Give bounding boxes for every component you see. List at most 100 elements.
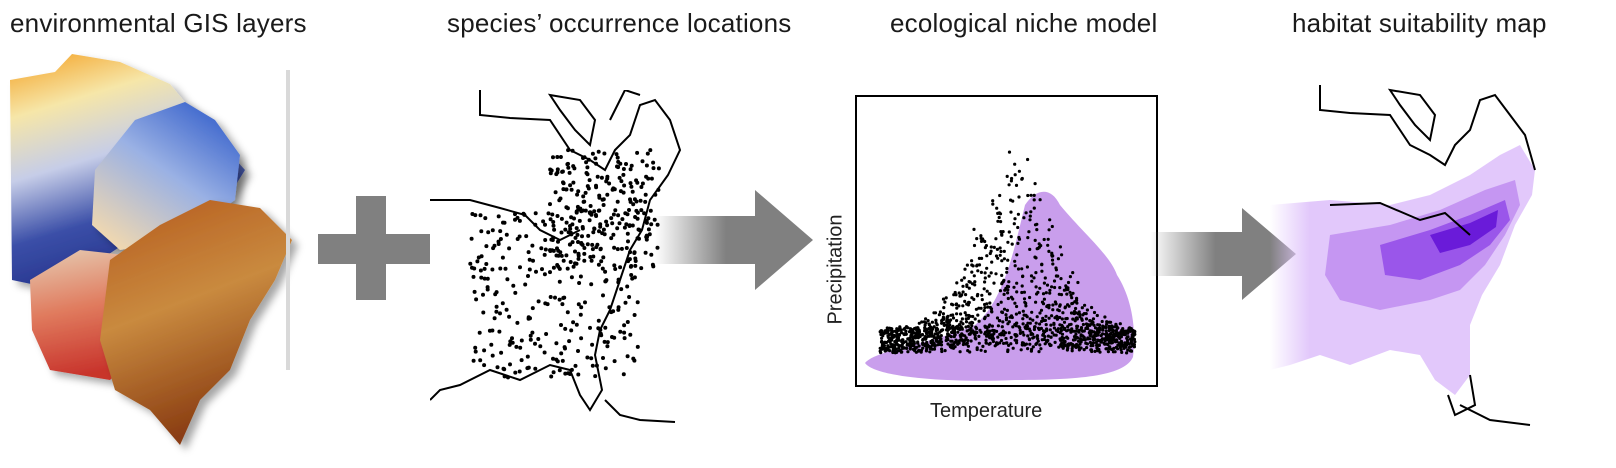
niche-point: [935, 332, 939, 336]
suitability-map: [1270, 85, 1536, 426]
niche-point: [983, 315, 987, 319]
niche-point: [1060, 332, 1065, 336]
niche-point: [967, 286, 971, 290]
occurrence-point: [573, 235, 578, 240]
niche-point: [1082, 335, 1086, 339]
niche-point: [1107, 320, 1111, 324]
niche-point: [949, 339, 953, 343]
niche-point: [956, 330, 960, 334]
niche-point: [1045, 327, 1049, 331]
occurrence-point: [527, 267, 532, 272]
niche-point: [940, 328, 944, 332]
occurrence-point: [555, 155, 560, 159]
occurrence-point: [566, 161, 570, 166]
niche-point: [922, 320, 926, 324]
niche-point: [974, 307, 978, 311]
occurrence-point: [579, 336, 584, 341]
niche-point: [996, 335, 1000, 339]
niche-point: [1009, 210, 1013, 214]
niche-point: [960, 278, 964, 282]
occurrence-point: [555, 167, 560, 172]
occurrence-point: [624, 222, 629, 227]
niche-point: [1011, 199, 1015, 203]
occurrence-point: [633, 256, 638, 261]
occurrence-point: [568, 183, 573, 188]
niche-point: [955, 319, 959, 323]
niche-point: [942, 306, 946, 310]
niche-point: [885, 348, 889, 352]
niche-point: [904, 329, 908, 333]
niche-point: [1047, 316, 1051, 320]
niche-point: [897, 327, 901, 331]
niche-point: [1010, 315, 1014, 320]
niche-point: [934, 318, 938, 322]
niche-point: [899, 350, 903, 354]
niche-point: [1047, 228, 1051, 232]
niche-point: [1051, 308, 1055, 312]
niche-point: [942, 317, 946, 321]
niche-point: [1007, 331, 1011, 335]
niche-point: [1004, 336, 1008, 341]
niche-point: [1009, 179, 1013, 183]
niche-point: [958, 294, 962, 298]
occurrence-point: [550, 212, 555, 217]
occurrence-point: [603, 269, 608, 274]
niche-point: [1095, 313, 1099, 318]
niche-point: [929, 334, 933, 338]
occurrence-point: [619, 246, 624, 251]
niche-point: [1019, 348, 1023, 352]
occurrence-point: [631, 202, 636, 207]
occurrence-point: [587, 218, 592, 223]
niche-point: [1033, 182, 1037, 186]
niche-point: [931, 326, 935, 330]
occurrence-point: [539, 246, 544, 251]
niche-point: [940, 321, 944, 325]
niche-point: [1038, 286, 1042, 290]
niche-point: [1059, 338, 1063, 342]
occurrence-point: [566, 165, 571, 170]
niche-point: [991, 334, 995, 338]
occurrence-point: [651, 160, 656, 165]
niche-point: [924, 349, 928, 353]
niche-point: [970, 320, 974, 324]
occurrence-point: [574, 209, 579, 214]
occurrence-point: [601, 356, 605, 360]
occurrence-map: [430, 90, 682, 423]
occurrence-point: [576, 240, 580, 244]
niche-point: [1016, 241, 1020, 245]
niche-point: [1123, 341, 1127, 345]
niche-point: [997, 215, 1001, 220]
occurrence-point: [513, 212, 517, 217]
occurrence-point: [625, 231, 630, 236]
niche-point: [1013, 259, 1017, 263]
occurrence-point: [627, 257, 632, 262]
occurrence-point: [573, 249, 577, 254]
niche-point: [1033, 255, 1037, 259]
niche-point: [1070, 347, 1074, 351]
occurrence-point: [626, 239, 630, 244]
niche-point: [962, 340, 966, 344]
occurrence-point: [582, 258, 587, 263]
occurrence-point: [644, 163, 649, 168]
occurrence-point: [580, 234, 584, 239]
occurrence-point: [489, 342, 494, 347]
occurrence-point: [574, 322, 579, 327]
occurrence-point: [598, 327, 603, 332]
occurrence-point: [640, 181, 645, 186]
occurrence-point: [565, 266, 570, 271]
niche-point: [959, 312, 963, 316]
niche-point: [1009, 235, 1013, 239]
niche-point: [1002, 341, 1006, 345]
niche-point: [992, 245, 996, 249]
niche-point: [886, 335, 890, 339]
niche-point: [1040, 263, 1044, 267]
occurrence-point: [629, 163, 634, 168]
niche-point: [923, 326, 927, 330]
occurrence-point: [585, 242, 590, 247]
niche-point: [909, 333, 913, 338]
niche-point: [1074, 332, 1078, 336]
niche-point: [996, 302, 1000, 307]
niche-point: [954, 293, 958, 297]
niche-point: [1030, 310, 1034, 314]
niche-point: [1077, 330, 1081, 334]
